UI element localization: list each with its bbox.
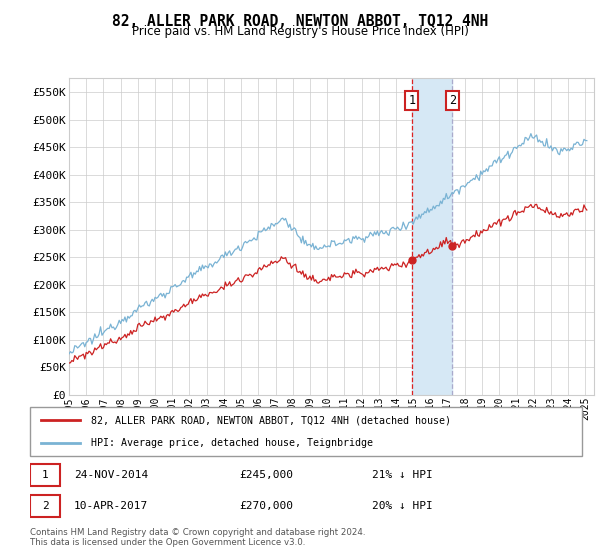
Bar (30, 464, 61, 486)
Text: 82, ALLER PARK ROAD, NEWTON ABBOT, TQ12 4NH (detached house): 82, ALLER PARK ROAD, NEWTON ABBOT, TQ12 … (91, 416, 451, 426)
Bar (30, 495, 61, 517)
Text: 1: 1 (42, 470, 49, 480)
Text: £270,000: £270,000 (240, 501, 294, 511)
Text: 21% ↓ HPI: 21% ↓ HPI (372, 470, 433, 480)
Text: Contains HM Land Registry data © Crown copyright and database right 2024.
This d: Contains HM Land Registry data © Crown c… (30, 528, 365, 547)
Text: 24-NOV-2014: 24-NOV-2014 (74, 470, 148, 480)
Text: £245,000: £245,000 (240, 470, 294, 480)
Text: 10-APR-2017: 10-APR-2017 (74, 501, 148, 511)
Bar (412, 78, 452, 395)
Text: Price paid vs. HM Land Registry's House Price Index (HPI): Price paid vs. HM Land Registry's House … (131, 25, 469, 38)
Text: 2: 2 (449, 94, 456, 107)
Text: HPI: Average price, detached house, Teignbridge: HPI: Average price, detached house, Teig… (91, 438, 373, 448)
Text: 1: 1 (409, 94, 415, 107)
Text: 2: 2 (42, 501, 49, 511)
Text: 20% ↓ HPI: 20% ↓ HPI (372, 501, 433, 511)
Text: 82, ALLER PARK ROAD, NEWTON ABBOT, TQ12 4NH: 82, ALLER PARK ROAD, NEWTON ABBOT, TQ12 … (112, 14, 488, 29)
